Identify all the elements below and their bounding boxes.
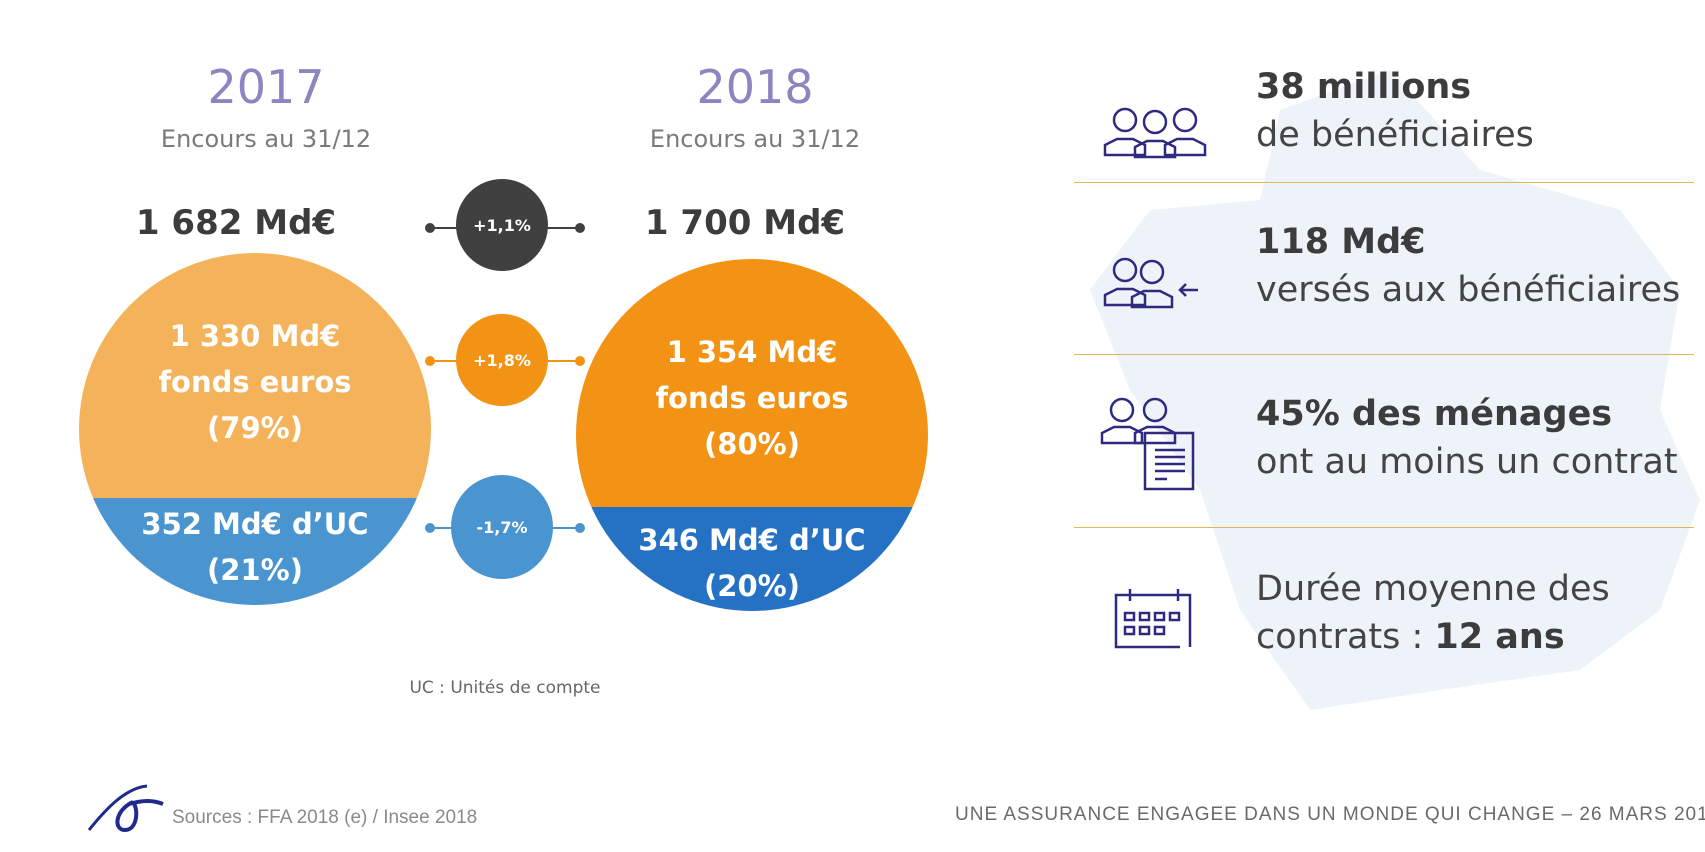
fonds-pct-2018: (80%) xyxy=(704,427,800,461)
uc-change-badge: -1,7% xyxy=(451,475,553,579)
stat-households-value: 45% des ménages xyxy=(1256,394,1613,434)
stat-duration-line2: contrats : xyxy=(1256,617,1435,657)
uc-pct-2018: (20%) xyxy=(704,569,800,603)
year-2018: 2018 xyxy=(696,60,814,114)
subtitle-2017: Encours au 31/12 xyxy=(160,125,372,153)
connector-dot xyxy=(425,223,435,233)
stat-duration: Durée moyenne des contrats : 12 ans xyxy=(1256,565,1610,661)
stat-paid: 118 Md€ versés aux bénéficiaires xyxy=(1256,218,1680,314)
uc-note: UC : Unités de compte xyxy=(409,678,601,698)
uc-segment-2018 xyxy=(576,507,928,611)
subtitle-2018: Encours au 31/12 xyxy=(649,125,861,153)
people-group-icon xyxy=(1103,107,1207,159)
stat-duration-line1: Durée moyenne des xyxy=(1256,569,1610,609)
france-map-watermark xyxy=(1090,70,1700,710)
households-contract-icon xyxy=(1100,397,1195,491)
people-payment-icon xyxy=(1103,257,1198,309)
connector-dot xyxy=(575,523,585,533)
connector-dot xyxy=(575,356,585,366)
company-logo xyxy=(87,784,164,833)
fonds-amount-2018: 1 354 Md€ xyxy=(666,335,838,369)
fonds-label-2017: fonds euros xyxy=(158,365,352,399)
total-2018: 1 700 Md€ xyxy=(644,203,846,243)
stat-duration-value: 12 ans xyxy=(1434,617,1565,657)
uc-amount-2018: 346 Md€ d’UC xyxy=(638,523,866,557)
circle-2018: 1 354 Md€ fonds euros (80%) 346 Md€ d’UC… xyxy=(576,259,928,611)
connector-dot xyxy=(425,356,435,366)
separator xyxy=(1074,182,1694,183)
connector-dot xyxy=(575,223,585,233)
circle-2017: 1 330 Md€ fonds euros (79%) 352 Md€ d’UC… xyxy=(79,253,431,605)
calendar-icon xyxy=(1114,589,1192,649)
fonds-change-badge: +1,8% xyxy=(456,314,548,406)
uc-amount-2017: 352 Md€ d’UC xyxy=(141,507,369,541)
fonds-label-2018: fonds euros xyxy=(655,381,849,415)
separator xyxy=(1074,527,1694,528)
stat-beneficiaries-label: de bénéficiaires xyxy=(1256,115,1534,155)
stat-households-label: ont au moins un contrat xyxy=(1256,442,1678,482)
footer-tagline: UNE ASSURANCE ENGAGEE DANS UN MONDE QUI … xyxy=(955,804,1705,825)
stat-paid-value: 118 Md€ xyxy=(1256,222,1426,262)
year-2017: 2017 xyxy=(207,60,325,114)
uc-segment-2017 xyxy=(79,498,431,605)
fonds-segment-2018 xyxy=(576,259,928,507)
total-change-badge: +1,1% xyxy=(456,179,548,271)
separator xyxy=(1074,354,1694,355)
fonds-amount-2017: 1 330 Md€ xyxy=(169,319,341,353)
stat-households: 45% des ménages ont au moins un contrat xyxy=(1256,390,1678,486)
stat-beneficiaries-value: 38 millions xyxy=(1256,67,1472,107)
stat-paid-label: versés aux bénéficiaires xyxy=(1256,270,1681,310)
sources: Sources : FFA 2018 (e) / Insee 2018 xyxy=(172,807,478,828)
uc-pct-2017: (21%) xyxy=(207,553,303,587)
total-2017: 1 682 Md€ xyxy=(135,203,337,243)
fonds-pct-2017: (79%) xyxy=(207,411,303,445)
fonds-segment-2017 xyxy=(79,253,431,498)
connector-dot xyxy=(425,523,435,533)
stat-beneficiaries: 38 millions de bénéficiaires xyxy=(1256,63,1534,159)
